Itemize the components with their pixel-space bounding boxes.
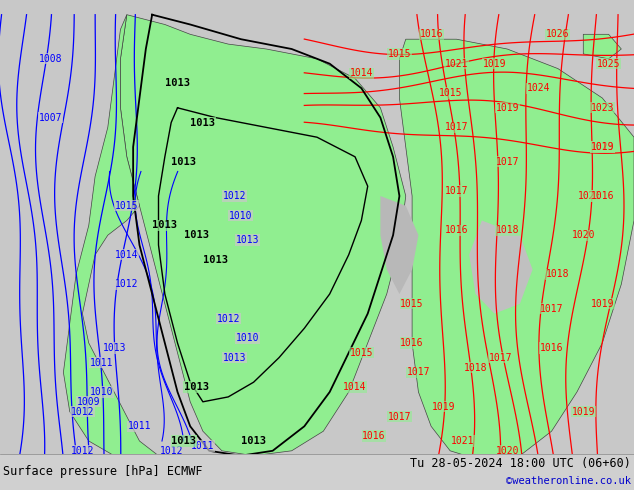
Text: 1018: 1018 [463, 363, 488, 372]
Text: 1013: 1013 [203, 255, 228, 265]
Text: 1007: 1007 [39, 113, 63, 122]
Text: 1013: 1013 [152, 220, 178, 230]
Text: 1017: 1017 [406, 368, 430, 377]
Text: 1015: 1015 [115, 201, 139, 211]
Text: 1018: 1018 [546, 270, 570, 279]
Text: 1016: 1016 [444, 225, 469, 235]
Text: 1014: 1014 [115, 250, 139, 260]
Text: 1019: 1019 [590, 299, 614, 309]
Text: 1016: 1016 [419, 29, 443, 39]
Text: 1025: 1025 [597, 59, 621, 69]
Text: 1010: 1010 [229, 211, 253, 220]
Polygon shape [583, 34, 621, 59]
Text: 1013: 1013 [223, 353, 247, 363]
FancyBboxPatch shape [0, 454, 634, 490]
Text: 1012: 1012 [159, 446, 183, 456]
Text: 1015: 1015 [438, 88, 462, 98]
Text: 1021: 1021 [451, 436, 475, 446]
Text: 1013: 1013 [184, 230, 209, 240]
Text: 1019: 1019 [590, 142, 614, 152]
Text: 1019: 1019 [432, 402, 456, 412]
Text: 1026: 1026 [546, 29, 570, 39]
Text: 1015: 1015 [400, 299, 424, 309]
Text: 1015: 1015 [387, 49, 411, 59]
Text: 1021: 1021 [578, 191, 602, 201]
Text: 1013: 1013 [165, 78, 190, 88]
Text: 1016: 1016 [590, 191, 614, 201]
Text: 1020: 1020 [571, 230, 595, 240]
Text: 1019: 1019 [571, 407, 595, 416]
Text: 1020: 1020 [495, 446, 519, 456]
Text: 1016: 1016 [400, 338, 424, 348]
Text: 1012: 1012 [115, 279, 139, 289]
Text: 1013: 1013 [235, 235, 259, 245]
Text: 1019: 1019 [495, 103, 519, 113]
Text: 1013: 1013 [102, 343, 126, 353]
Polygon shape [399, 39, 634, 461]
Text: 1011: 1011 [89, 358, 113, 368]
Text: 1015: 1015 [349, 348, 373, 358]
Text: 1023: 1023 [590, 103, 614, 113]
Text: 1021: 1021 [444, 59, 469, 69]
Text: 1011: 1011 [191, 441, 215, 451]
Text: 1009: 1009 [77, 397, 101, 407]
Text: 1010: 1010 [89, 387, 113, 397]
Text: 1016: 1016 [362, 431, 386, 441]
Text: 1012: 1012 [70, 446, 94, 456]
Text: 1017: 1017 [489, 353, 513, 363]
Text: 1019: 1019 [482, 59, 507, 69]
Text: 1024: 1024 [527, 83, 551, 93]
Text: 1013: 1013 [241, 436, 266, 446]
Text: ©weatheronline.co.uk: ©weatheronline.co.uk [506, 476, 631, 486]
Text: 1013: 1013 [171, 436, 197, 446]
Text: 1012: 1012 [70, 407, 94, 416]
Text: 1017: 1017 [495, 157, 519, 167]
Polygon shape [380, 196, 418, 294]
Text: Tu 28-05-2024 18:00 UTC (06+60): Tu 28-05-2024 18:00 UTC (06+60) [410, 457, 631, 470]
Text: 1011: 1011 [127, 421, 152, 431]
Text: 1016: 1016 [540, 343, 564, 353]
Text: 1017: 1017 [387, 412, 411, 421]
Text: 1013: 1013 [184, 382, 209, 392]
Text: 1017: 1017 [444, 186, 469, 196]
Text: 1010: 1010 [235, 333, 259, 343]
Polygon shape [120, 15, 406, 456]
Text: 1008: 1008 [39, 54, 63, 64]
Text: 1012: 1012 [216, 314, 240, 323]
Text: 1014: 1014 [349, 69, 373, 78]
Text: 1017: 1017 [444, 122, 469, 132]
Text: 1017: 1017 [540, 304, 564, 314]
Text: 1018: 1018 [495, 225, 519, 235]
Text: 1013: 1013 [190, 118, 216, 127]
Text: 1013: 1013 [171, 157, 197, 167]
Text: 1012: 1012 [223, 191, 247, 201]
Text: 1023: 1023 [590, 142, 614, 152]
Text: 1014: 1014 [343, 382, 367, 392]
Text: Surface pressure [hPa] ECMWF: Surface pressure [hPa] ECMWF [3, 466, 203, 478]
Polygon shape [469, 220, 533, 314]
Polygon shape [63, 15, 178, 461]
